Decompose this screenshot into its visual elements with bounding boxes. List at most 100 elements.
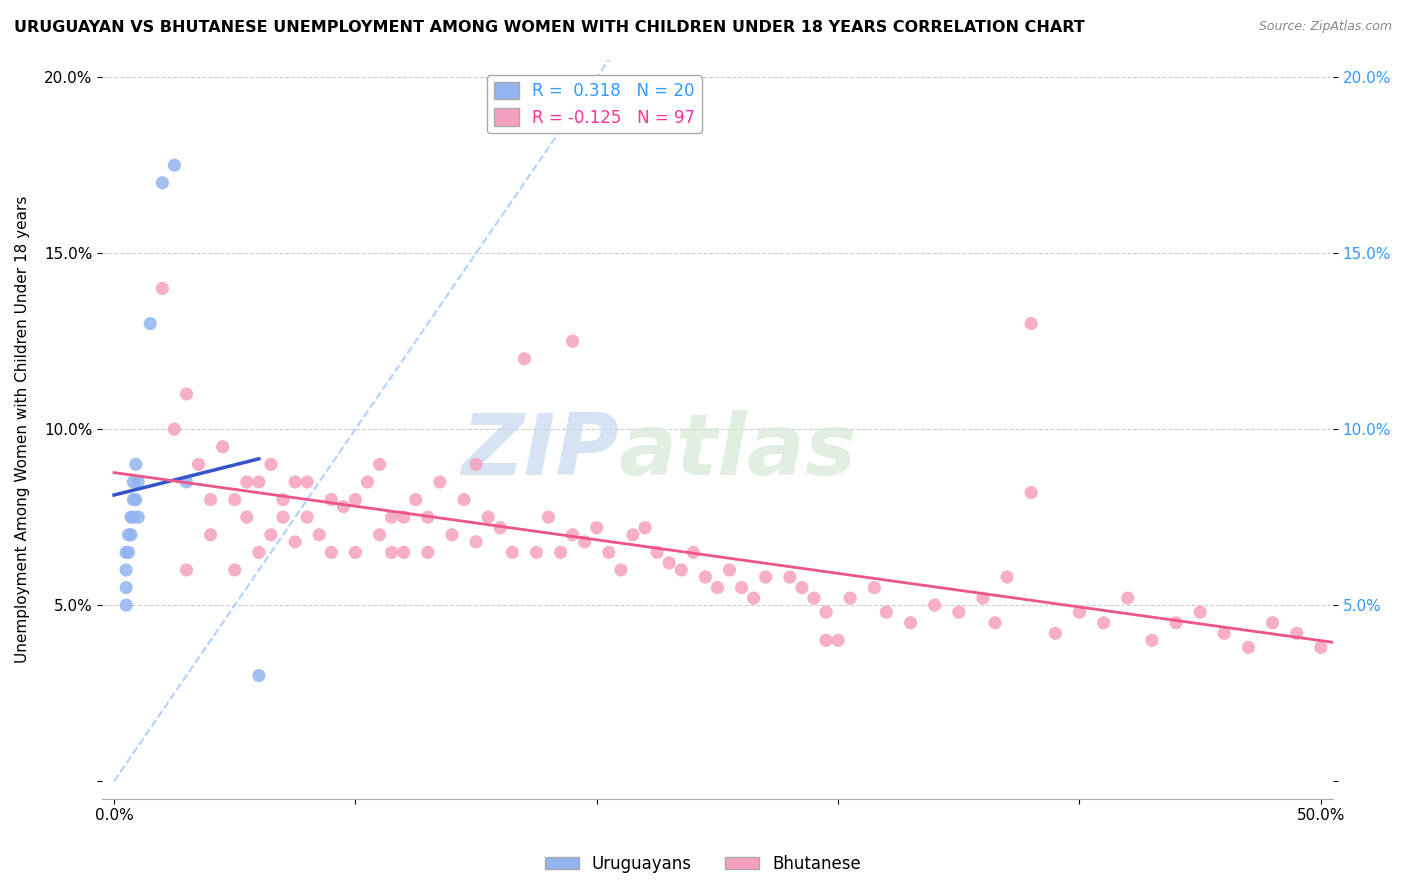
Point: [815, 605, 838, 619]
Point: [718, 563, 741, 577]
Point: [1189, 605, 1212, 619]
Point: [513, 351, 536, 366]
Point: [839, 591, 862, 606]
Point: [332, 500, 354, 514]
Point: [284, 475, 307, 489]
Point: [125, 492, 148, 507]
Point: [247, 545, 270, 559]
Point: [537, 510, 560, 524]
Point: [127, 475, 149, 489]
Point: [356, 475, 378, 489]
Point: [176, 475, 198, 489]
Point: [122, 492, 145, 507]
Point: [271, 510, 294, 524]
Point: [187, 458, 209, 472]
Point: [120, 528, 142, 542]
Point: [658, 556, 681, 570]
Point: [984, 615, 1007, 630]
Point: [1019, 485, 1042, 500]
Point: [405, 492, 427, 507]
Point: [117, 528, 139, 542]
Point: [706, 581, 728, 595]
Point: [1237, 640, 1260, 655]
Point: [368, 528, 391, 542]
Text: Source: ZipAtlas.com: Source: ZipAtlas.com: [1258, 20, 1392, 33]
Point: [671, 563, 693, 577]
Point: [1116, 591, 1139, 606]
Point: [295, 510, 318, 524]
Point: [392, 545, 415, 559]
Point: [308, 528, 330, 542]
Point: [260, 458, 283, 472]
Point: [200, 528, 222, 542]
Point: [900, 615, 922, 630]
Point: [224, 563, 246, 577]
Point: [115, 581, 138, 595]
Point: [117, 545, 139, 559]
Point: [465, 458, 488, 472]
Point: [453, 492, 475, 507]
Point: [150, 281, 173, 295]
Point: [574, 534, 596, 549]
Text: ZIP: ZIP: [461, 409, 619, 493]
Point: [1309, 640, 1331, 655]
Point: [321, 492, 343, 507]
Point: [139, 317, 162, 331]
Point: [176, 387, 198, 401]
Point: [526, 545, 548, 559]
Point: [1019, 317, 1042, 331]
Point: [1261, 615, 1284, 630]
Point: [236, 510, 259, 524]
Point: [321, 545, 343, 559]
Point: [585, 521, 607, 535]
Text: atlas: atlas: [619, 409, 858, 493]
Point: [260, 528, 283, 542]
Point: [200, 492, 222, 507]
Point: [598, 545, 620, 559]
Point: [392, 510, 415, 524]
Point: [1140, 633, 1163, 648]
Point: [972, 591, 994, 606]
Point: [465, 534, 488, 549]
Point: [115, 598, 138, 612]
Point: [1164, 615, 1187, 630]
Point: [163, 422, 186, 436]
Point: [163, 158, 186, 172]
Point: [730, 581, 752, 595]
Point: [695, 570, 717, 584]
Point: [645, 545, 668, 559]
Point: [779, 570, 801, 584]
Point: [127, 510, 149, 524]
Point: [1069, 605, 1091, 619]
Point: [115, 563, 138, 577]
Point: [1285, 626, 1308, 640]
Point: [122, 475, 145, 489]
Text: URUGUAYAN VS BHUTANESE UNEMPLOYMENT AMONG WOMEN WITH CHILDREN UNDER 18 YEARS COR: URUGUAYAN VS BHUTANESE UNEMPLOYMENT AMON…: [14, 20, 1085, 35]
Point: [247, 475, 270, 489]
Point: [924, 598, 946, 612]
Point: [610, 563, 633, 577]
Point: [803, 591, 825, 606]
Point: [125, 458, 148, 472]
Point: [875, 605, 897, 619]
Point: [682, 545, 704, 559]
Point: [827, 633, 849, 648]
Legend: Uruguayans, Bhutanese: Uruguayans, Bhutanese: [538, 848, 868, 880]
Point: [1213, 626, 1236, 640]
Point: [247, 668, 270, 682]
Point: [381, 545, 404, 559]
Point: [501, 545, 523, 559]
Point: [863, 581, 886, 595]
Point: [236, 475, 259, 489]
Point: [621, 528, 644, 542]
Point: [381, 510, 404, 524]
Point: [344, 492, 367, 507]
Point: [815, 633, 838, 648]
Legend: R =  0.318   N = 20, R = -0.125   N = 97: R = 0.318 N = 20, R = -0.125 N = 97: [486, 75, 702, 133]
Point: [416, 545, 439, 559]
Point: [995, 570, 1018, 584]
Point: [790, 581, 813, 595]
Point: [477, 510, 499, 524]
Point: [742, 591, 765, 606]
Point: [416, 510, 439, 524]
